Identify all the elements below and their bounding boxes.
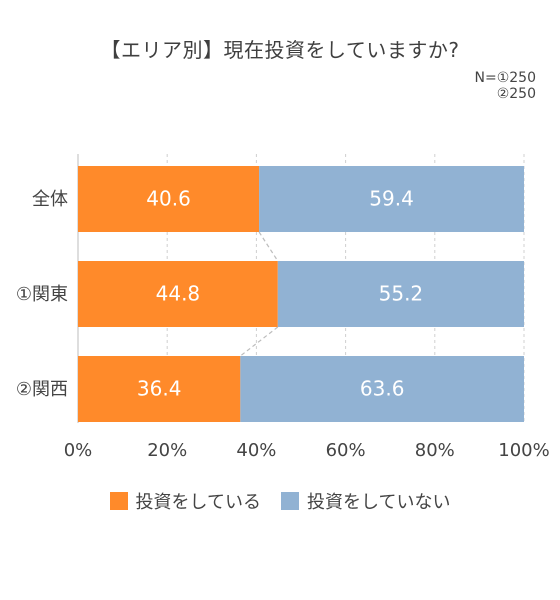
x-tick-label-0: 0% (64, 440, 93, 461)
legend-item-not-invested: 投資をしていない (281, 488, 450, 514)
legend-item-invested: 投資をしている (109, 488, 261, 514)
legend-label-invested: 投資をしている (135, 492, 261, 513)
bar-value-label-2-1: 63.6 (360, 377, 405, 401)
bar-segment-1-0 (78, 261, 278, 327)
x-tick-label-100: 100% (498, 440, 549, 461)
legend-swatch-not-invested (281, 492, 299, 510)
connector-line-0 (258, 231, 279, 262)
bar-value-label-0-1: 59.4 (369, 187, 414, 211)
bars: 40.6 59.4 44.8 55.2 36.4 63.6 (78, 166, 524, 422)
sample-size-line-1: N=①250 (474, 70, 536, 86)
legend: 投資をしている 投資をしていない (0, 488, 560, 514)
x-tick-label-60: 60% (326, 440, 366, 461)
legend-label-not-invested: 投資をしていない (307, 492, 451, 513)
bar-segment-1-1 (277, 261, 524, 327)
category-label-2: ②関西 (16, 379, 68, 400)
bar-value-label-2-0: 36.4 (137, 377, 182, 401)
chart-title: 【エリア別】現在投資をしていますか? (100, 38, 460, 62)
x-axis: 0% 20% 40% 60% 80% 100% (64, 440, 550, 461)
connector-line-1 (239, 326, 279, 357)
connector-lines (239, 231, 279, 357)
bar-segment-2-0 (78, 356, 241, 422)
bar-value-label-0-0: 40.6 (146, 187, 191, 211)
sample-size-line-2: ②250 (496, 86, 536, 102)
bar-value-label-1-0: 44.8 (156, 282, 201, 306)
bar-segment-0-0 (78, 166, 260, 232)
category-label-1: ①関東 (16, 284, 68, 305)
x-tick-label-20: 20% (147, 440, 187, 461)
bar-segment-2-1 (240, 356, 524, 422)
sample-size-note: N=①250 ②250 (475, 70, 536, 102)
x-tick-label-80: 80% (415, 440, 455, 461)
x-tick-label-40: 40% (236, 440, 276, 461)
legend-swatch-invested (109, 492, 128, 510)
bar-segment-0-1 (259, 166, 524, 232)
category-label-0: 全体 (32, 189, 68, 210)
bar-value-label-1-1: 55.2 (379, 282, 424, 306)
category-labels: 全体 ①関東 ②関西 (16, 189, 68, 400)
